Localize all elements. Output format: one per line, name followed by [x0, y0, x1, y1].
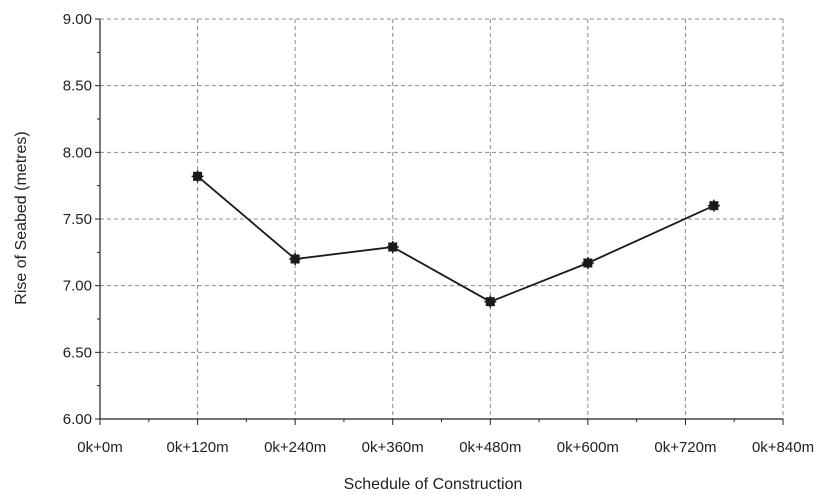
axes [95, 18, 784, 425]
tick-labels: 6.00 6.50 7.00 7.50 8.00 8.50 9.00 0k+0m 0k+120m… [63, 11, 814, 456]
x-axis-title: Schedule of Construction [344, 476, 523, 493]
y-tick-label: 8.50 [63, 78, 92, 95]
y-axis-title: Rise of Seabed (metres) [13, 131, 30, 304]
y-tick-label: 8.00 [63, 144, 92, 161]
x-tick-label: 0k+240m [264, 439, 326, 456]
series-line [197, 175, 715, 303]
y-tick-label: 6.50 [63, 344, 92, 361]
x-tick-label: 0k+600m [557, 439, 619, 456]
x-tick-label: 0k+0m [77, 439, 122, 456]
x-tick-label: 0k+720m [654, 439, 716, 456]
y-tick-label: 7.00 [63, 278, 92, 295]
x-tick-label: 0k+840m [752, 439, 814, 456]
x-tick-label: 0k+360m [362, 439, 424, 456]
y-tick-label: 6.00 [63, 411, 92, 428]
x-tick-label: 0k+480m [459, 439, 521, 456]
y-tick-label: 9.00 [63, 11, 92, 28]
data-series [191, 170, 720, 308]
x-tick-label: 0k+120m [167, 439, 229, 456]
y-tick-label: 7.50 [63, 211, 92, 228]
grid-lines [100, 18, 784, 419]
